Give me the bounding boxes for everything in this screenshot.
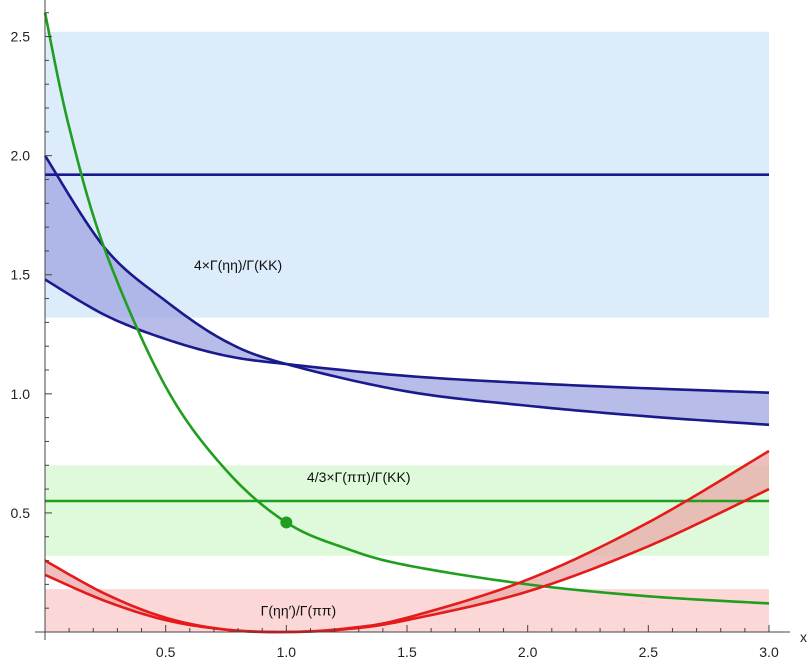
axes: x [35,0,807,645]
series-line-1 [43,154,770,427]
data-points [280,516,293,529]
x-tick-label: 1.5 [397,644,417,660]
annotation-0: 4×Γ(ηη)/Γ(KK) [194,257,282,273]
annotation-1: 4/3×Γ(ππ)/Γ(KK) [307,469,411,485]
x-tick-label: 3.0 [759,644,779,660]
axis-ticks: 0.5 1.0 1.5 2.0 2.5 3.0 0.5 1.0 1.5 2.0 2.5 [11,12,779,660]
data-point-0 [280,516,293,529]
y-tick-label: 1.5 [11,267,31,283]
x-tick-label: 2.0 [518,644,538,660]
x-tick-label: 1.0 [277,644,297,660]
series-lines [43,12,770,634]
y-tick-label: 1.0 [11,386,31,402]
series-line-4 [44,487,770,634]
y-tick-label: 2.5 [11,29,31,45]
x-tick-label: 2.5 [639,644,659,660]
x-tick-label: 0.5 [156,644,176,660]
horizontal-reference-lines [45,173,769,503]
annotation-2: Γ(ηη′)/Γ(ππ) [261,602,336,618]
annotations: 4×Γ(ηη)/Γ(KK) 4/3×Γ(ππ)/Γ(KK) Γ(ηη′)/Γ(ππ) [194,257,411,618]
x-axis-label: x [800,629,807,645]
fill-between-1 [45,450,769,633]
y-tick-label: 2.0 [11,148,31,164]
band-fills [45,155,769,633]
y-tick-label: 0.5 [11,505,31,521]
fill-between-0 [45,155,769,425]
